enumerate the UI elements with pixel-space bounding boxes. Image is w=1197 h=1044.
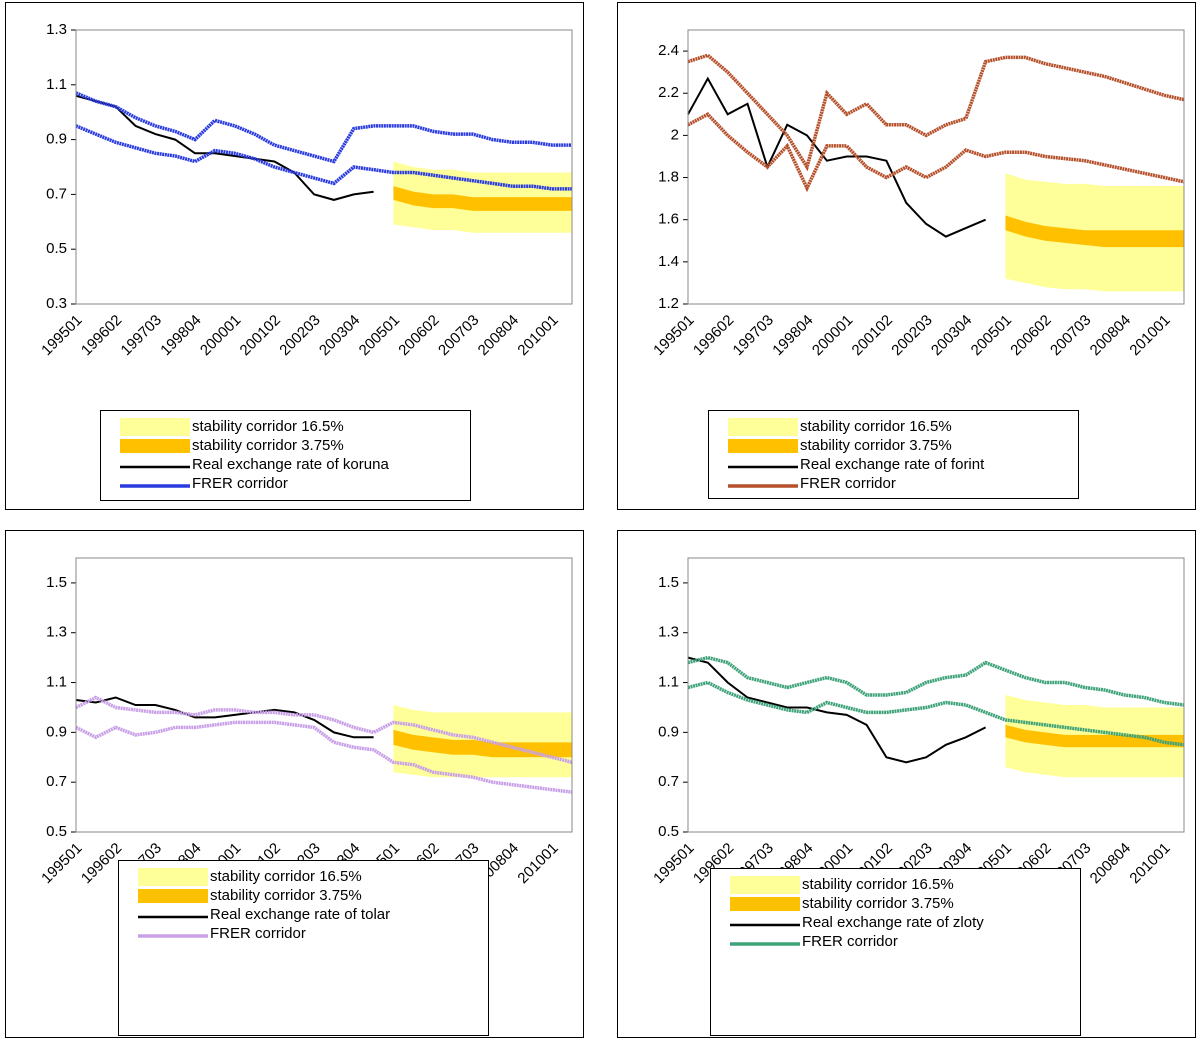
plot-frame	[687, 557, 1185, 833]
chart-panel: 1.21.41.61.822.22.4199501199602199703199…	[617, 2, 1196, 510]
chart-panel: 0.50.70.91.11.31.51995011996021997031998…	[617, 530, 1196, 1038]
legend-swatch	[730, 876, 800, 894]
legend: stability corridor 16.5% stability corrid…	[710, 868, 1081, 1036]
y-tick-label: 0.5	[46, 240, 67, 257]
legend-swatch	[138, 868, 208, 886]
y-tick-label: 1.3	[46, 624, 67, 641]
y-tick-label: 1.1	[46, 76, 67, 93]
y-tick-label: 0.7	[46, 185, 67, 202]
frer-line	[687, 680, 1185, 747]
plot-frame	[75, 557, 573, 833]
legend-label: FRER corridor	[210, 925, 306, 942]
y-tick-label: 2.4	[658, 42, 679, 59]
rate-line	[687, 76, 986, 238]
y-tick-label: 2.2	[658, 84, 679, 101]
rate-line	[75, 696, 374, 739]
legend-swatch	[728, 439, 798, 453]
y-tick-label: 1.1	[46, 674, 67, 691]
y-tick-label: 2	[671, 126, 679, 143]
y-tick-label: 1.5	[658, 574, 679, 591]
y-tick-label: 1.3	[46, 21, 67, 38]
frer-line	[687, 655, 1185, 707]
frer-line	[75, 720, 573, 794]
chart-panel: 0.30.50.70.91.11.31995011996021997031998…	[5, 2, 584, 510]
rate-line	[75, 94, 374, 201]
y-tick-label: 1.6	[658, 211, 679, 228]
corridor-band	[1005, 724, 1184, 748]
legend-label: stability corridor 16.5%	[800, 418, 952, 435]
plot-frame	[75, 29, 573, 305]
legend-label: Real exchange rate of zloty	[802, 914, 984, 931]
frer-line	[687, 112, 1185, 193]
y-tick-label: 0.3	[46, 295, 67, 312]
y-tick-label: 0.5	[46, 823, 67, 840]
y-tick-label: 1.3	[658, 624, 679, 641]
legend-swatch	[138, 889, 208, 903]
y-tick-label: 0.9	[46, 131, 67, 148]
legend-label: stability corridor 3.75%	[802, 895, 954, 912]
y-tick-label: 0.9	[46, 723, 67, 740]
y-tick-label: 0.7	[658, 773, 679, 790]
legend-frame	[710, 868, 1081, 1036]
legend-label: stability corridor 3.75%	[800, 437, 952, 454]
legend-label: stability corridor 3.75%	[210, 887, 362, 904]
plot-frame	[687, 29, 1185, 305]
y-tick-label: 1.2	[658, 295, 679, 312]
legend-swatch	[120, 439, 190, 453]
legend-label: Real exchange rate of koruna	[192, 456, 389, 473]
frer-line	[75, 91, 572, 164]
y-tick-label: 0.7	[46, 773, 67, 790]
legend-label: stability corridor 16.5%	[802, 876, 954, 893]
frer-line	[75, 695, 573, 764]
y-tick-label: 1.5	[46, 574, 67, 591]
legend-label: stability corridor 3.75%	[192, 437, 344, 454]
legend-label: FRER corridor	[800, 475, 896, 492]
legend-label: FRER corridor	[802, 933, 898, 950]
y-tick-label: 0.9	[658, 723, 679, 740]
rate-line	[687, 656, 987, 764]
chart-panel: 0.50.70.91.11.31.51995011996021997031998…	[5, 530, 584, 1038]
corridor-band	[393, 186, 572, 211]
legend: stability corridor 16.5% stability corrid…	[100, 410, 471, 501]
legend-label: FRER corridor	[192, 475, 288, 492]
legend-label: Real exchange rate of tolar	[210, 906, 390, 923]
frer-line	[75, 124, 572, 191]
legend-label: stability corridor 16.5%	[210, 868, 362, 885]
y-tick-label: 1.8	[658, 169, 679, 186]
legend-label: stability corridor 16.5%	[192, 418, 344, 435]
legend-swatch	[730, 897, 800, 911]
legend-label: Real exchange rate of forint	[800, 456, 985, 473]
legend: stability corridor 16.5% stability corrid…	[708, 410, 1079, 499]
corridor-band	[1005, 215, 1184, 248]
legend-swatch	[120, 418, 190, 436]
y-tick-label: 1.1	[658, 674, 679, 691]
legend: stability corridor 16.5% stability corrid…	[118, 860, 489, 1036]
legend-swatch	[728, 418, 798, 436]
y-tick-label: 1.4	[658, 253, 679, 270]
y-tick-label: 0.5	[658, 823, 679, 840]
frer-line	[687, 53, 1185, 172]
